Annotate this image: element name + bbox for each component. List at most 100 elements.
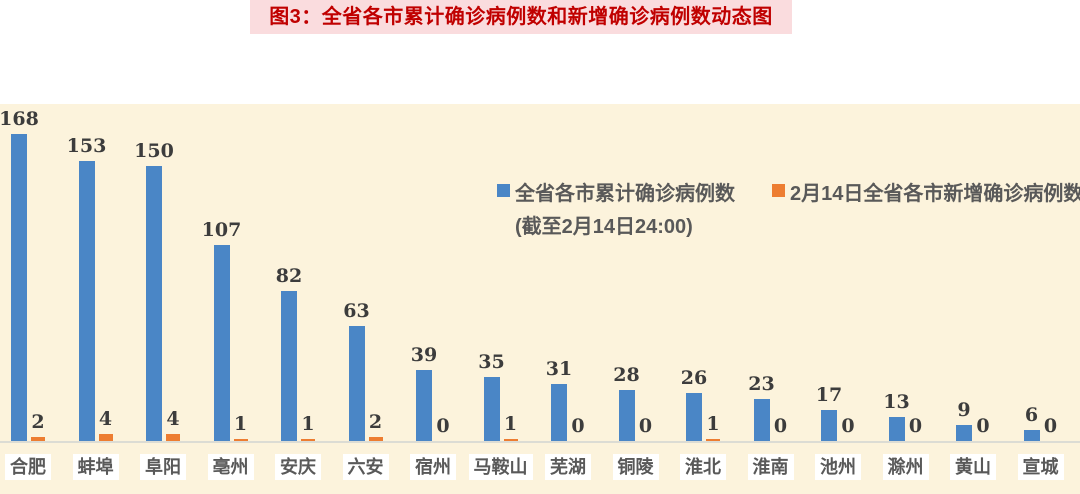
cumulative-value-label: 6 (1024, 404, 1039, 426)
city-label: 滁州 (882, 454, 929, 480)
bar-group: 9 0 黄山 (945, 104, 1013, 480)
cumulative-bar (348, 326, 365, 441)
legend-label-cumulative-line2: (截至2月14日24:00) (515, 216, 693, 238)
cumulative-bar (821, 410, 837, 441)
chart-plot-area: 全省各市累计确诊病例数 (截至2月14日24:00) 2月14日全省各市新增确诊… (0, 104, 1080, 494)
new-cases-bar (706, 439, 720, 441)
new-cases-value-label: 4 (166, 408, 180, 430)
new-cases-value-label: 1 (706, 413, 720, 435)
city-label: 池州 (815, 454, 861, 480)
new-cases-bar (31, 437, 45, 441)
bar-group: 107 1 亳州 (201, 104, 271, 480)
cumulative-bar (618, 390, 635, 441)
new-cases-bar (368, 437, 383, 441)
city-label: 芜湖 (545, 454, 591, 480)
cumulative-value-label: 13 (883, 391, 910, 413)
new-cases-value-label: 0 (1043, 415, 1058, 437)
cumulative-bar (551, 384, 567, 441)
bar-group: 28 0 铜陵 (608, 104, 676, 480)
city-label: 六安 (342, 454, 389, 480)
legend-label-new-cases: 2月14日全省各市新增确诊病例数 (790, 183, 1080, 205)
cumulative-value-label: 63 (343, 300, 370, 322)
cumulative-bar (888, 417, 905, 441)
legend-swatch-cumulative-icon (497, 184, 510, 197)
cumulative-value-label: 35 (478, 351, 505, 373)
legend-item-cumulative: 全省各市累计确诊病例数 (截至2月14日24:00) (497, 178, 735, 244)
new-cases-value-label: 0 (571, 415, 585, 437)
cumulative-bar (483, 377, 500, 441)
bar-group: 153 4 蚌埠 (66, 104, 136, 480)
new-cases-value-label: 1 (301, 413, 315, 435)
bar-group: 82 1 安庆 (270, 104, 338, 480)
bar-group: 13 0 滁州 (878, 104, 946, 480)
cumulative-value-label: 150 (134, 140, 174, 162)
city-label: 蚌埠 (72, 454, 119, 480)
legend-label-cumulative-line1: 全省各市累计确诊病例数 (515, 183, 735, 205)
cumulative-value-label: 153 (66, 135, 107, 157)
cumulative-bar (416, 370, 432, 441)
cumulative-value-label: 168 (0, 108, 39, 130)
cumulative-bar (956, 425, 972, 441)
legend-item-new-cases: 2月14日全省各市新增确诊病例数 (772, 178, 1080, 211)
new-cases-value-label: 2 (368, 411, 383, 433)
legend-label-cumulative: 全省各市累计确诊病例数 (截至2月14日24:00) (515, 178, 735, 244)
bar-group: 26 1 淮北 (675, 104, 743, 480)
cumulative-value-label: 82 (275, 265, 303, 287)
title-banner: 图3：全省各市累计确诊病例数和新增确诊病例数动态图 (250, 0, 792, 34)
city-label: 铜陵 (612, 454, 659, 480)
bar-groups-container: 168 2 合肥 153 4 蚌埠 150 4 阜阳 107 1 亳州 82 1 安庆 63 2 六安 39 0 宿州 3… (0, 104, 1080, 480)
new-cases-value-label: 1 (233, 413, 248, 435)
city-label: 黄山 (950, 454, 996, 480)
bar-group: 150 4 阜阳 (134, 104, 203, 480)
new-cases-bar (98, 434, 113, 441)
cumulative-value-label: 28 (613, 364, 640, 386)
new-cases-bar (301, 439, 315, 441)
city-label: 安庆 (275, 454, 321, 480)
new-cases-value-label: 0 (436, 415, 450, 437)
new-cases-value-label: 0 (908, 415, 923, 437)
chart-title: 图3：全省各市累计确诊病例数和新增确诊病例数动态图 (269, 6, 773, 28)
cumulative-bar (146, 166, 162, 441)
cumulative-bar (11, 134, 27, 441)
new-cases-bar (166, 434, 180, 441)
x-axis-line (0, 441, 1080, 443)
city-label: 阜阳 (140, 454, 186, 480)
bar-group: 39 0 宿州 (405, 104, 473, 480)
bar-group: 35 1 马鞍山 (468, 104, 541, 480)
cumulative-bar (78, 161, 95, 441)
new-cases-value-label: 0 (773, 415, 788, 437)
city-label: 亳州 (207, 454, 254, 480)
bar-group: 23 0 淮南 (743, 104, 811, 480)
cumulative-bar (213, 245, 230, 441)
cumulative-value-label: 39 (410, 344, 438, 366)
cumulative-value-label: 26 (680, 367, 708, 389)
new-cases-bar (233, 439, 248, 441)
cumulative-bar (281, 291, 297, 441)
cumulative-value-label: 17 (815, 384, 843, 406)
legend-swatch-new-cases-icon (772, 184, 785, 197)
new-cases-bar (503, 439, 518, 441)
cumulative-value-label: 23 (748, 373, 775, 395)
city-label: 宣城 (1017, 454, 1064, 480)
bar-group: 31 0 芜湖 (540, 104, 608, 480)
bar-group: 168 2 合肥 (0, 104, 68, 480)
new-cases-value-label: 0 (976, 415, 990, 437)
city-label: 宿州 (410, 454, 456, 480)
city-label: 马鞍山 (468, 454, 533, 480)
city-label: 合肥 (5, 454, 51, 480)
city-label: 淮南 (747, 454, 794, 480)
new-cases-value-label: 2 (31, 411, 45, 433)
bar-group: 63 2 六安 (338, 104, 406, 480)
new-cases-value-label: 1 (503, 413, 518, 435)
bar-group: 6 0 宣城 (1013, 104, 1080, 480)
cumulative-value-label: 31 (545, 358, 573, 380)
new-cases-value-label: 4 (98, 408, 113, 430)
cumulative-bar (686, 393, 702, 441)
city-label: 淮北 (680, 454, 726, 480)
new-cases-value-label: 0 (841, 415, 855, 437)
cumulative-value-label: 107 (201, 219, 242, 241)
cumulative-value-label: 9 (957, 399, 971, 421)
new-cases-value-label: 0 (638, 415, 653, 437)
bar-group: 17 0 池州 (810, 104, 878, 480)
